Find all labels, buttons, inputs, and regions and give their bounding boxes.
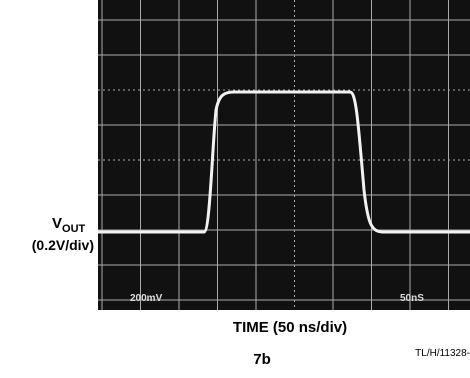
graticule — [98, 0, 470, 310]
scope-screen — [98, 0, 470, 310]
waveform-trace — [98, 90, 470, 234]
caption: 7b — [253, 351, 271, 368]
y-label-main: V — [52, 215, 62, 232]
screen-label: 50nS — [400, 293, 424, 304]
y-label-sub: OUT — [62, 223, 86, 235]
y-scale-label: (0.2V/div) — [32, 237, 94, 253]
screen-label: 200mV — [130, 293, 163, 304]
figure-code: TL/H/11328- — [415, 348, 470, 359]
y-label: VOUT — [52, 215, 86, 235]
x-label: TIME (50 ns/div) — [233, 319, 347, 336]
